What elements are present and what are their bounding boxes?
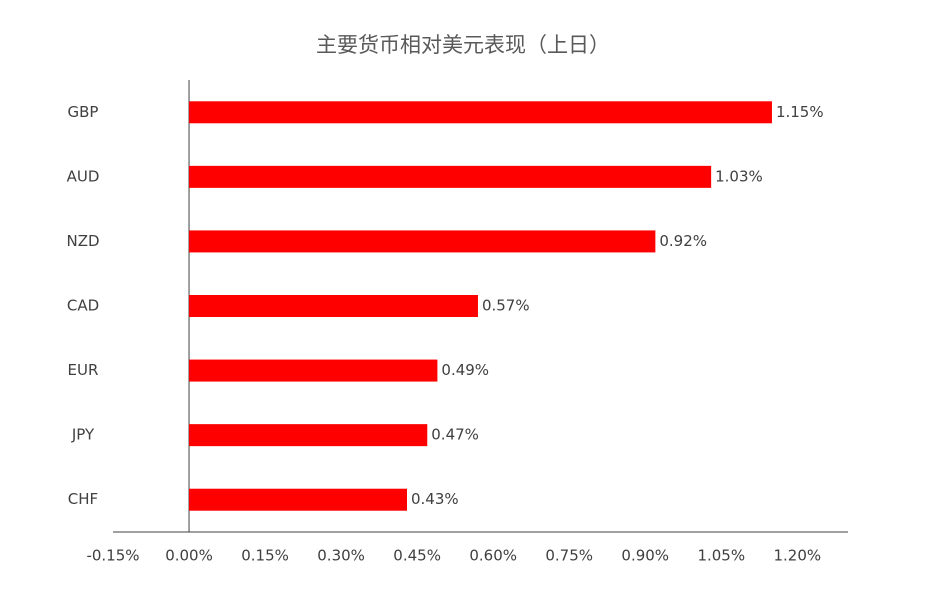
bar [189,165,712,188]
x-tick-label: 1.20% [773,547,821,565]
value-label: 0.92% [659,232,707,250]
x-tick-label: 0.75% [545,547,593,565]
x-tick-label: 0.45% [393,547,441,565]
value-label: 0.47% [431,426,479,444]
value-label: 1.15% [776,103,824,121]
bar [189,424,428,447]
value-label: 1.03% [715,167,763,185]
y-tick-label: EUR [68,361,99,379]
chart-title: 主要货币相对美元表现（上日） [316,33,610,57]
x-tick-label: 1.05% [697,547,745,565]
y-tick-label: GBP [68,103,99,121]
y-tick-label: AUD [67,167,100,185]
y-tick-label: NZD [66,232,99,250]
bar [189,359,438,382]
x-tick-label: 0.90% [621,547,669,565]
y-tick-label: JPY [71,426,95,444]
x-tick-label: 0.15% [241,547,289,565]
x-tick-label: 0.00% [165,547,213,565]
x-tick-label: 0.60% [469,547,517,565]
bar [189,295,478,317]
value-label: 0.43% [411,490,459,508]
y-tick-label: CHF [68,490,98,508]
bar [189,230,656,253]
x-tick-label: 0.30% [317,547,365,565]
y-tick-label: CAD [67,297,99,315]
bar [189,488,407,511]
x-tick-label: -0.15% [86,547,139,565]
value-label: 0.49% [441,361,489,379]
value-label: 0.57% [482,297,530,315]
bar [189,101,772,124]
